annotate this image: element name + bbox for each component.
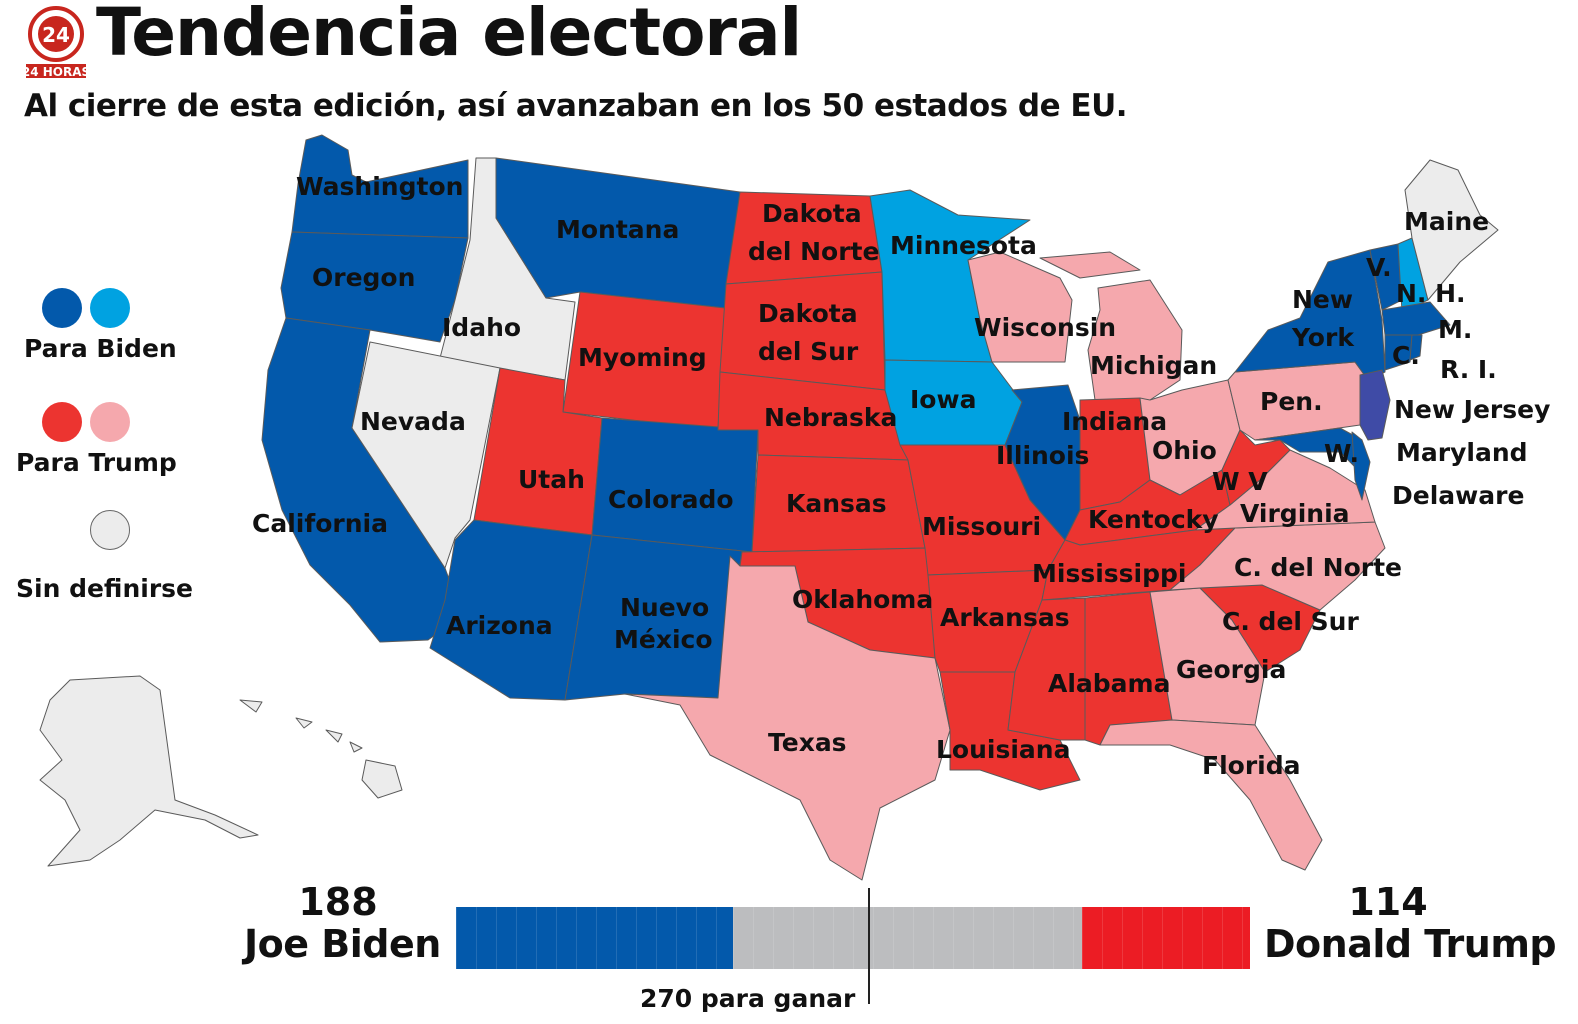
threshold-marker (868, 888, 870, 1004)
label-michigan: Michigan (1090, 351, 1217, 380)
state-north-carolina[interactable] (1169, 521, 1386, 611)
biden-bar-segment (456, 907, 734, 969)
label-west-virginia: W V (1212, 467, 1268, 496)
logo-number: 24 (42, 23, 70, 47)
state-washington[interactable] (291, 134, 469, 239)
state-hawaii[interactable] (239, 699, 403, 799)
label-oklahoma: Oklahoma (792, 585, 933, 614)
label-georgia: Georgia (1176, 655, 1286, 684)
trump-name: Donald Trump (1264, 922, 1557, 966)
label-idaho: Idaho (442, 313, 521, 342)
state-florida[interactable] (1099, 719, 1323, 871)
label-maryland: Maryland (1396, 438, 1528, 467)
label-missouri: Missouri (922, 512, 1041, 541)
label-mississippi: Alabama (1048, 669, 1170, 698)
state-oregon[interactable] (280, 231, 469, 343)
state-wisconsin[interactable] (967, 251, 1073, 363)
label-indiana: Indiana (1062, 407, 1167, 436)
legend-undecided-label: Sin definirse (16, 574, 193, 603)
legend-trump-lean-dot (90, 402, 130, 442)
label-montana: Montana (556, 215, 679, 244)
trump-electoral-votes: 114 (1348, 880, 1428, 924)
legend-trump-dot (42, 402, 82, 442)
state-connecticut[interactable] (1384, 334, 1413, 371)
electoral-progress-bar (456, 907, 1250, 969)
label-new-hampshire: N. H. (1396, 279, 1466, 308)
legend-biden-lean-dot (90, 288, 130, 328)
label-south-carolina: C. del Sur (1222, 607, 1359, 636)
label-massachusetts: M. (1438, 315, 1472, 344)
label-maine: Maine (1404, 207, 1489, 236)
state-massachusetts[interactable] (1381, 301, 1451, 336)
state-shapes (39, 134, 1499, 881)
state-alaska[interactable] (39, 675, 259, 867)
state-new-york[interactable] (1234, 249, 1386, 381)
label-kansas: Kansas (786, 489, 887, 518)
label-south-dakota-2: del Sur (758, 337, 859, 366)
state-south-dakota[interactable] (719, 271, 886, 391)
label-north-dakota-1: Dakota (762, 199, 862, 228)
legend-trump-label: Para Trump (16, 448, 177, 477)
label-nebraska: Nebraska (764, 403, 897, 432)
state-new-jersey[interactable] (1359, 369, 1391, 441)
label-nevada: Nevada (360, 407, 466, 436)
label-illinois: Illinois (996, 441, 1089, 470)
undecided-bar-segment (733, 907, 1082, 969)
state-arizona[interactable] (429, 519, 593, 701)
label-new-jersey: New Jersey (1394, 395, 1550, 424)
legend-biden-dot (42, 288, 82, 328)
label-oregon: Oregon (312, 263, 415, 292)
label-tennessee: Mississippi (1032, 559, 1186, 588)
label-kentucky: Kentocky (1088, 505, 1219, 534)
state-maine[interactable] (1404, 159, 1499, 301)
label-new-york-2: York (1291, 323, 1355, 352)
label-wisconsin: Wisconsin (974, 313, 1116, 342)
biden-electoral-votes: 188 (298, 880, 378, 924)
label-new-mexico-2: México (614, 625, 713, 654)
trump-bar-segment (1081, 907, 1250, 969)
legend-undecided-dot (90, 510, 130, 550)
threshold-label: 270 para ganar (640, 984, 856, 1013)
label-louisiana: Louisiana (936, 735, 1070, 764)
page-subtitle: Al cierre de esta edición, así avanzaban… (24, 88, 1128, 124)
label-florida: Florida (1202, 751, 1301, 780)
label-w: W. (1324, 439, 1359, 468)
legend-biden-label: Para Biden (24, 334, 177, 363)
label-rhode-island: R. I. (1440, 355, 1497, 384)
state-delaware[interactable] (1351, 431, 1371, 501)
24-horas-logo: 24 24 HORAS (24, 6, 88, 79)
label-washington: Washington (296, 172, 463, 201)
biden-name: Joe Biden (244, 922, 441, 966)
label-minnesota: Minnesota (890, 231, 1037, 260)
logo-text: 24 HORAS (24, 65, 88, 79)
label-south-dakota-1: Dakota (758, 299, 858, 328)
label-new-mexico-1: Nuevo (620, 593, 709, 622)
state-maryland[interactable] (1254, 427, 1363, 471)
label-pennsylvania: Pen. (1260, 387, 1323, 416)
label-connecticut: C. (1392, 341, 1420, 370)
label-texas: Texas (768, 728, 847, 757)
label-vermont: V. (1366, 253, 1392, 282)
label-utah: Utah (518, 465, 585, 494)
state-texas[interactable] (624, 555, 951, 881)
label-north-carolina: C. del Norte (1234, 553, 1402, 582)
label-north-dakota-2: del Norte (748, 237, 879, 266)
label-arkansas: Arkansas (940, 603, 1070, 632)
label-ohio: Ohio (1152, 436, 1217, 465)
label-delaware: Delaware (1392, 481, 1524, 510)
label-wyoming: Myoming (578, 343, 707, 372)
label-arizona: Arizona (446, 611, 553, 640)
page-title: Tendencia electoral (96, 0, 802, 71)
label-new-york-1: New (1292, 285, 1353, 314)
label-california: California (252, 509, 388, 538)
label-virginia: Virginia (1240, 499, 1350, 528)
state-labels: Washington Oregon California Idaho Nevad… (252, 172, 1550, 780)
state-rhode-island[interactable] (1409, 334, 1423, 361)
label-iowa: Iowa (910, 385, 976, 414)
state-west-virginia[interactable] (1221, 429, 1291, 506)
label-colorado: Colorado (608, 485, 734, 514)
